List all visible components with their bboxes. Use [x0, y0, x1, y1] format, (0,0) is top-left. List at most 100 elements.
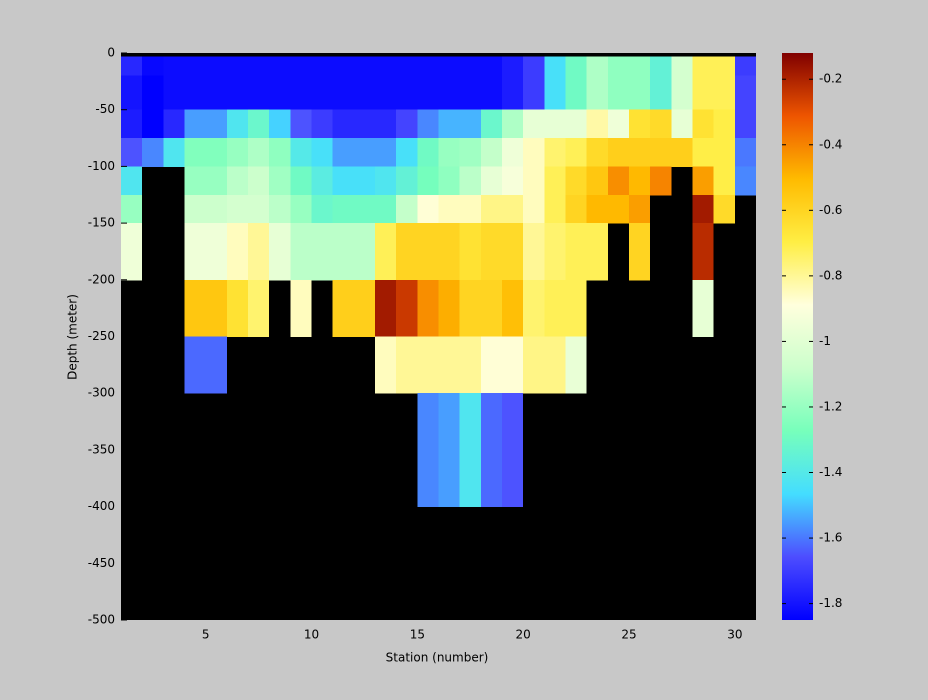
cell	[226, 138, 248, 167]
cell	[713, 138, 735, 167]
cell	[248, 166, 270, 196]
y-tick-label: -250	[88, 329, 115, 343]
cell	[417, 166, 439, 196]
cell	[205, 166, 227, 196]
cell	[248, 279, 270, 337]
cell	[713, 109, 735, 139]
cell	[248, 56, 270, 77]
cell	[586, 223, 608, 281]
cell	[502, 109, 524, 139]
cell	[607, 56, 629, 77]
cell	[121, 223, 143, 281]
cell	[523, 279, 545, 337]
cell	[417, 138, 439, 167]
cell	[565, 138, 587, 167]
cell	[121, 109, 143, 139]
x-tick-label: 20	[516, 628, 531, 642]
cell	[290, 109, 312, 139]
cell	[692, 109, 714, 139]
cell	[375, 109, 397, 139]
cell	[565, 279, 587, 337]
x-axis-label: Station (number)	[386, 651, 489, 665]
y-tick-label: 0	[107, 46, 115, 60]
cell	[650, 166, 672, 196]
cell	[121, 138, 143, 167]
cell	[713, 56, 735, 77]
cell	[184, 75, 206, 111]
cell	[248, 194, 270, 224]
y-tick-label: -300	[88, 386, 115, 400]
cell	[311, 56, 333, 77]
cell	[459, 279, 481, 337]
cell	[629, 109, 651, 139]
cell	[396, 336, 418, 394]
cell	[226, 56, 248, 77]
cell	[480, 393, 502, 508]
cell	[375, 223, 397, 281]
cell	[607, 109, 629, 139]
cell	[480, 138, 502, 167]
cell	[226, 194, 248, 224]
cell	[353, 223, 375, 281]
colorbar-tick-label: -1.2	[819, 399, 842, 413]
cell	[607, 138, 629, 167]
cell	[713, 166, 735, 196]
cell	[459, 194, 481, 224]
cell	[332, 223, 354, 281]
cell	[438, 393, 460, 508]
cell	[121, 166, 143, 196]
y-tick-label: -450	[88, 556, 115, 570]
cell	[629, 138, 651, 167]
cell	[205, 279, 227, 337]
cell	[332, 279, 354, 337]
cell	[269, 194, 291, 224]
colorbar-tick-label: -1	[819, 334, 831, 348]
cell	[438, 336, 460, 394]
cell	[544, 223, 566, 281]
cell	[417, 194, 439, 224]
cell	[480, 109, 502, 139]
cell	[417, 109, 439, 139]
x-tick-label: 5	[202, 628, 210, 642]
cell	[438, 194, 460, 224]
cell	[523, 223, 545, 281]
cell	[375, 75, 397, 111]
cell	[248, 138, 270, 167]
cell	[396, 56, 418, 77]
cell	[184, 56, 206, 77]
y-tick-label: -500	[88, 613, 115, 627]
cell	[248, 223, 270, 281]
cell	[629, 166, 651, 196]
cell	[184, 166, 206, 196]
cell	[713, 194, 735, 224]
cell	[565, 166, 587, 196]
cell	[311, 75, 333, 111]
cell	[565, 75, 587, 111]
cell	[163, 75, 185, 111]
y-tick-label: -50	[95, 102, 115, 116]
cell	[163, 109, 185, 139]
cell	[607, 75, 629, 111]
cell	[523, 166, 545, 196]
cell	[205, 109, 227, 139]
cell	[459, 166, 481, 196]
colorbar-tick-label: -0.8	[819, 268, 842, 282]
cell	[205, 75, 227, 111]
cell	[396, 75, 418, 111]
cell	[586, 138, 608, 167]
cell	[438, 279, 460, 337]
cell	[396, 109, 418, 139]
cell	[226, 223, 248, 281]
cell	[650, 109, 672, 139]
cell	[502, 56, 524, 77]
cell	[353, 75, 375, 111]
x-tick-label: 30	[727, 628, 742, 642]
cell	[226, 109, 248, 139]
cell	[480, 194, 502, 224]
cell	[332, 109, 354, 139]
cell	[544, 75, 566, 111]
cell	[459, 109, 481, 139]
cell	[396, 138, 418, 167]
cell	[502, 166, 524, 196]
